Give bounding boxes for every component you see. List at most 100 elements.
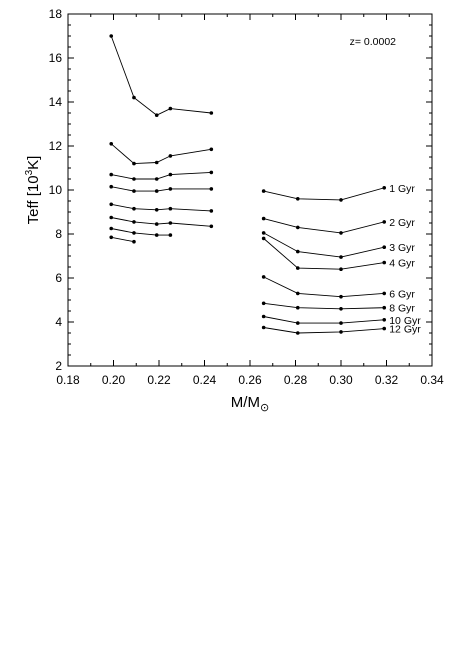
x-axis-label: M/M⊙ [231, 394, 269, 414]
series-label: 8 Gyr [389, 303, 415, 315]
data-point [109, 235, 114, 240]
data-point [168, 172, 173, 177]
series-8-gyr [109, 215, 387, 311]
data-point [339, 198, 343, 202]
data-point [261, 325, 266, 330]
data-point [132, 95, 136, 100]
data-point [132, 239, 136, 244]
y-tick-label: 2 [55, 359, 62, 373]
x-tick-label: 0.28 [284, 373, 308, 387]
series-line-segment [111, 228, 171, 236]
data-point [382, 291, 387, 296]
series-4-gyr [109, 184, 387, 272]
series-line-segment [263, 187, 385, 201]
data-point [154, 222, 159, 226]
data-point [339, 255, 343, 259]
data-point [339, 321, 343, 325]
series-label: 12 Gyr [389, 324, 421, 336]
data-point [339, 330, 343, 334]
series-label: 2 Gyr [389, 217, 415, 229]
data-point [382, 260, 387, 265]
data-point [154, 177, 159, 181]
data-point [132, 177, 136, 181]
y-tick-label: 4 [55, 315, 62, 329]
series-line-segment [111, 186, 212, 192]
data-point [109, 172, 114, 177]
series-10-gyr [109, 226, 387, 325]
series-6-gyr [109, 202, 387, 299]
x-tick-label: 0.24 [193, 373, 217, 387]
data-point [295, 321, 300, 325]
x-axis-label-subscript: ⊙ [260, 402, 269, 414]
y-tick-label: 10 [49, 183, 63, 197]
data-point [168, 154, 173, 158]
data-point [295, 291, 300, 296]
x-tick-label: 0.18 [56, 373, 80, 387]
data-point [261, 275, 266, 279]
data-point [154, 189, 159, 193]
series-line-segment [263, 238, 385, 270]
annotation-metallicity: z= 0.0002 [350, 36, 397, 48]
series-line-segment [111, 217, 212, 227]
data-point [339, 267, 343, 272]
series-line-segment [263, 232, 385, 258]
series-line-segment [111, 236, 135, 243]
data-point [295, 225, 300, 230]
data-point [168, 206, 173, 211]
data-point [295, 197, 300, 201]
data-point [261, 189, 266, 193]
x-tick-label: 0.32 [375, 373, 399, 387]
series-1-gyr [109, 34, 387, 202]
data-point [339, 231, 343, 235]
data-point [382, 326, 387, 331]
data-point [295, 249, 300, 254]
x-tick-label: 0.34 [420, 373, 444, 387]
data-point [168, 106, 173, 111]
series-line-segment [110, 143, 212, 165]
x-axis-label-main: M/M [231, 394, 260, 411]
series-12-gyr [109, 235, 387, 335]
data-point [154, 208, 159, 212]
data-point [295, 305, 300, 310]
series-2-gyr [109, 142, 387, 235]
y-tick-label: 6 [55, 271, 62, 285]
data-point [209, 170, 214, 175]
data-point [132, 206, 136, 211]
data-point [132, 231, 136, 235]
data-point [109, 34, 114, 38]
series-label: 6 Gyr [389, 288, 415, 300]
data-point [209, 224, 214, 229]
data-point [109, 142, 114, 146]
series-line-segment [263, 302, 385, 310]
y-tick-label: 14 [49, 95, 63, 109]
x-tick-label: 0.22 [147, 373, 171, 387]
series-label: 3 Gyr [389, 242, 415, 254]
x-tick-label: 0.20 [102, 373, 126, 387]
y-axis-label-superscript: 3 [24, 169, 35, 175]
data-point [209, 147, 214, 152]
data-point [109, 202, 114, 207]
series-label: 1 Gyr [389, 183, 415, 195]
data-point [261, 314, 266, 319]
data-point [382, 318, 387, 322]
x-tick-label: 0.30 [329, 373, 353, 387]
data-point [261, 216, 266, 221]
tick-labels: 0.18 0.20 0.22 0.24 0.26 0.28 0.30 0.32 0.34 2 4 6 8… [49, 7, 444, 387]
x-tick-label: 0.26 [238, 373, 262, 387]
data-point [132, 189, 136, 193]
data-point [154, 233, 159, 237]
series-line-segment [111, 171, 212, 180]
data-point [382, 186, 387, 190]
data-point [168, 187, 173, 191]
data-point [295, 331, 300, 335]
y-axis-label: Teff [103K] [24, 156, 42, 225]
data-point [209, 209, 214, 213]
data-point [109, 226, 114, 231]
data-point [382, 305, 387, 310]
series-3-gyr [109, 170, 387, 259]
y-axis-label-main: Teff [10 [25, 175, 42, 224]
data-point [154, 113, 159, 117]
series-line-segment [263, 276, 385, 298]
y-axis-label-end: K] [25, 156, 42, 170]
